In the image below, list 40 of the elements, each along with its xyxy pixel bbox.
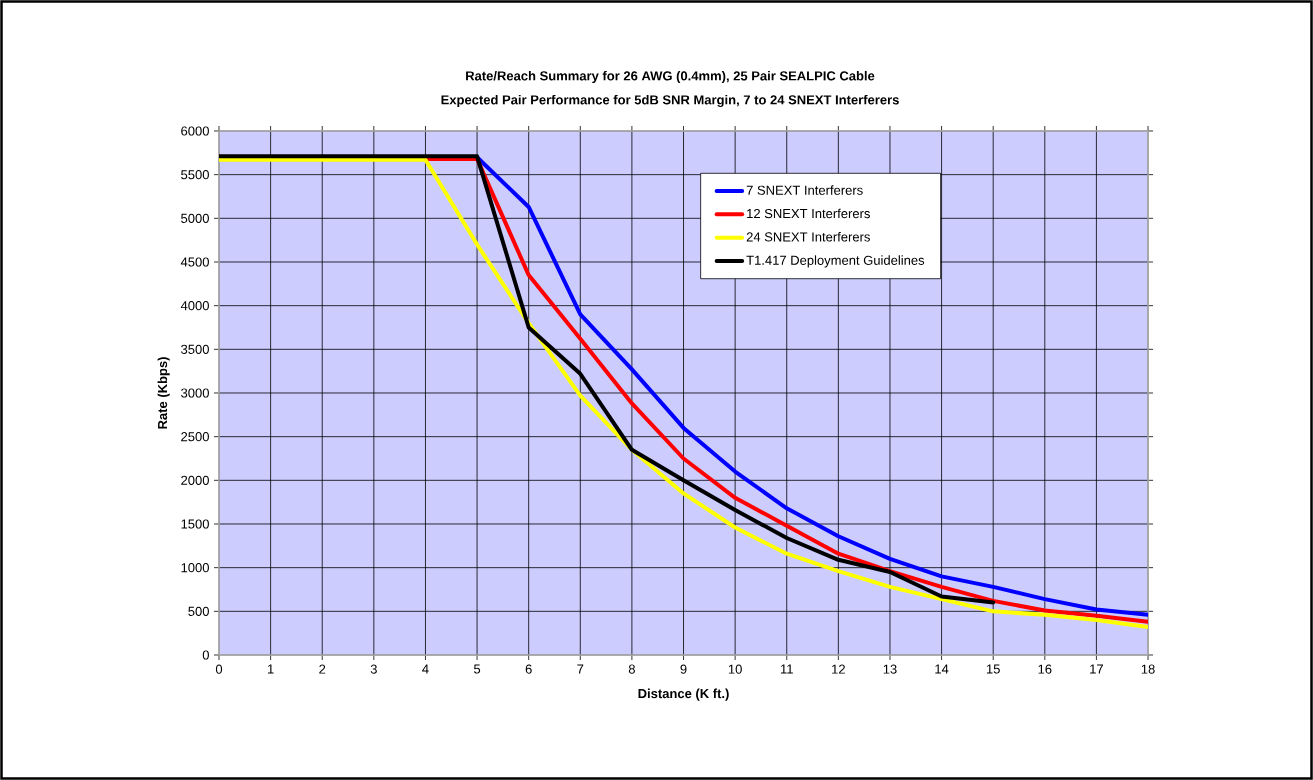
y-tick-label: 1000 <box>181 563 209 573</box>
y-tick-label: 3500 <box>181 344 209 354</box>
chart-subtitle: Expected Pair Performance for 5dB SNR Margin, 7 to 24 SNEXT Interferers <box>441 94 899 108</box>
x-tick-label: 5 <box>473 664 481 674</box>
y-tick-label: 2000 <box>181 475 209 485</box>
x-tick-label: 18 <box>1141 664 1155 674</box>
x-tick-label: 15 <box>986 664 1000 674</box>
y-tick-label: 1500 <box>181 519 209 529</box>
x-tick-label: 4 <box>422 664 429 674</box>
legend-label: 7 SNEXT Interferers <box>746 185 863 195</box>
y-tick-label: 5000 <box>181 213 209 223</box>
legend-label: 12 SNEXT Interferers <box>747 208 870 219</box>
y-tick-label: 3000 <box>181 388 209 398</box>
y-tick-label: 500 <box>188 606 209 616</box>
x-tick-label: 0 <box>215 664 223 674</box>
y-tick-label: 0 <box>202 650 209 660</box>
chart-title: Rate/Reach Summary for 26 AWG (0.4mm), 25 Pair SEALPIC Cable <box>466 70 875 84</box>
y-tick-label: 6000 <box>181 126 209 136</box>
y-axis-title: Rate (Kbps) <box>157 357 170 429</box>
y-tick-label: 2500 <box>181 432 209 442</box>
x-tick-label: 8 <box>628 664 635 674</box>
y-tick-label: 5500 <box>181 170 209 180</box>
x-tick-label: 7 <box>577 664 584 674</box>
x-axis-title: Distance (K ft.) <box>638 688 729 701</box>
legend-label: T1.417 Deployment Guidelines <box>746 255 925 268</box>
x-tick-label: 16 <box>1038 664 1052 674</box>
x-tick-label: 9 <box>680 664 687 674</box>
x-tick-label: 13 <box>883 664 897 674</box>
legend-label: 24 SNEXT Interferers <box>746 231 870 242</box>
x-tick-label: 14 <box>935 664 949 674</box>
x-tick-label: 6 <box>525 664 532 674</box>
x-tick-label: 1 <box>267 664 274 674</box>
x-tick-label: 12 <box>832 664 845 674</box>
x-tick-label: 2 <box>319 664 326 674</box>
y-tick-label: 4000 <box>180 301 209 311</box>
y-tick-label: 4500 <box>180 257 209 267</box>
x-tick-label: 10 <box>728 664 742 674</box>
x-tick-label: 3 <box>370 664 377 674</box>
x-tick-label: 17 <box>1090 664 1103 674</box>
x-tick-label: 11 <box>780 664 793 674</box>
